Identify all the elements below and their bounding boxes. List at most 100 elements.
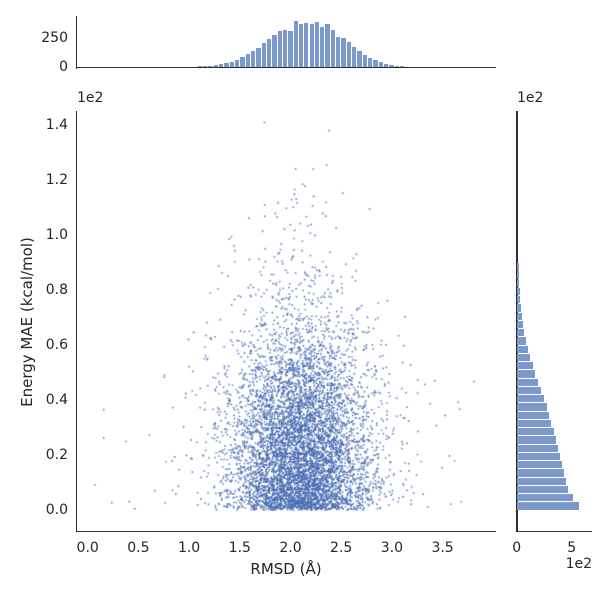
top-hist-bar [256,47,261,67]
top-hist-bar [282,30,288,67]
right-hist-bar [517,263,519,271]
main-y-offset-text: 1e2 [77,90,104,106]
y-tick-label: 0.6 [45,337,68,353]
right-hist-bar [517,271,519,279]
x-tick-label: 2.0 [279,540,302,556]
top-hist-bar [203,66,208,67]
top-hist-bar [234,59,240,67]
y-tick-label: 0.2 [45,447,68,463]
top-hist-bar [357,50,362,67]
top-hist-bar [309,23,314,67]
right-hist-x-offset-text: 1e2 [565,556,592,572]
right-hist-bar [517,411,550,419]
right-hist-bar [517,279,520,287]
right-hist-bar [517,304,521,312]
top-hist-bar [325,23,330,67]
top-hist-y-tick-label: 250 [41,30,68,47]
top-hist-bar [293,21,298,67]
right-hist-bar [517,469,565,477]
top-hist-bar [314,22,320,67]
right-hist-bar [517,485,569,493]
top-hist-bar [378,62,384,67]
top-hist-bar [229,61,234,67]
top-hist-bar [346,42,352,67]
right-hist-bar [517,370,536,378]
top-hist-bar [341,38,346,67]
x-tick-label: 3.5 [431,540,454,556]
x-tick-label: 3.0 [380,540,404,556]
y-tick-label: 0.0 [45,502,68,518]
top-hist-bar [224,63,229,67]
right-hist-bar [517,287,520,295]
top-hist-bar [362,54,368,67]
top-hist-bar [213,65,218,67]
top-hist-bar [288,30,293,67]
top-hist-y-tick-label: 0 [59,58,68,75]
right-hist-bar [517,329,525,337]
x-tick-label: 2.5 [330,540,353,556]
right-hist-bar [517,362,533,370]
right-hist-bar [517,477,566,485]
right-hist-bar [517,378,538,386]
right-hist-bar [517,452,561,460]
top-hist-bar [389,64,394,67]
right-hist-x-spine [515,530,592,533]
top-hist-bar [250,51,256,67]
x-tick-label: 0.0 [76,540,99,556]
top-hist-bar [298,24,304,67]
right-hist-bar [517,296,521,304]
y-axis-label: Energy MAE (kcal/mol) [18,237,36,407]
right-hist-bar [517,395,544,403]
top-hist-bar [400,66,405,67]
right-hist-bar [517,436,556,444]
right-hist-bar [517,312,522,320]
right-hist-bar [517,320,524,328]
right-hist-bar [517,345,528,353]
top-hist-bar [368,57,373,67]
right-hist-y-spine [515,111,518,533]
top-hist-bar [330,30,336,67]
right-hist-x-tick-label: 5 [567,540,577,556]
right-hist-x-tick-label: 0 [512,540,522,556]
right-hist-bar [517,444,559,452]
y-tick-label: 0.8 [45,282,68,298]
x-tick-label: 1.0 [177,540,201,556]
x-tick-label: 1.5 [228,540,251,556]
y-tick-label: 1.0 [45,227,68,243]
top-hist-bar [245,53,250,67]
scatter-canvas [77,112,495,531]
right-hist-bar [517,337,527,345]
right-hist-y-offset-text: 1e2 [517,90,544,106]
top-hist-bar [352,46,357,67]
top-hist-bar [384,63,389,67]
right-hist-bar [517,403,547,411]
main-x-spine [75,530,496,533]
top-hist-bar [336,37,341,67]
top-hist-bar [208,65,213,67]
top-hist-x-spine [75,66,496,69]
top-hist-bar [272,35,277,67]
y-tick-label: 0.4 [45,392,68,408]
right-hist-bar [517,461,563,469]
right-hist-bar [517,419,552,427]
y-tick-label: 1.4 [45,117,68,133]
top-hist-bar [240,57,245,67]
top-hist-bar [394,65,399,67]
main-y-spine [75,111,78,533]
right-hist-bar [517,353,530,361]
x-axis-label: RMSD (Å) [250,560,322,578]
right-hist-bar [517,494,574,502]
top-hist-bar [373,60,378,67]
top-hist-bar [261,43,266,67]
right-hist-bar [517,428,554,436]
top-hist-bar [320,26,325,67]
top-hist-bar [277,30,282,67]
y-tick-label: 1.2 [45,172,68,188]
right-hist-bar [517,502,580,510]
top-hist-bar [266,38,272,67]
right-hist-bar [517,386,541,394]
x-tick-label: 0.5 [127,540,150,556]
top-hist-bar [304,22,309,67]
top-hist-y-spine [75,16,78,69]
